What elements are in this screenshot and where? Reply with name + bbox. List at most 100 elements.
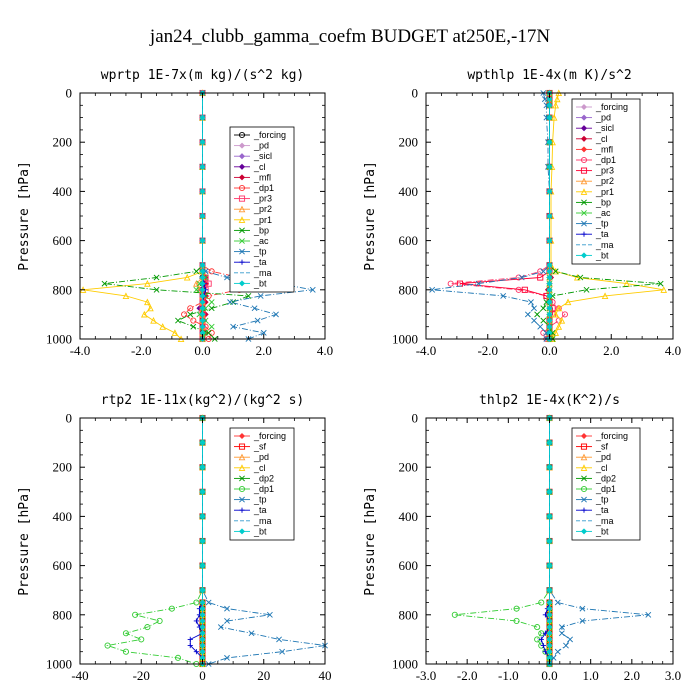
y-tick-label: 1000 [392,657,418,672]
x-tick-label: -4.0 [416,343,437,358]
x-tick-label: -40 [71,668,88,683]
data-point [546,323,553,330]
data-point [538,636,544,642]
data-point [156,617,163,625]
data-point [543,329,550,336]
legend-marker-pr1 [238,216,246,223]
data-point [546,636,553,643]
data-point [531,305,537,312]
data-point [555,304,563,312]
data-point [429,286,436,293]
data-point [153,286,160,293]
data-point [537,323,544,330]
data-point [205,599,212,606]
y-tick-label: 1000 [46,657,72,672]
legend-marker-pd [238,142,246,149]
legend-entry: _pr1 [253,215,272,225]
legend-entry: _dp1 [595,155,616,165]
x-tick-label: 4.0 [665,343,681,358]
data-point [199,292,206,299]
x-tick-label: -2.0 [131,343,152,358]
legend-entry: _dp2 [253,473,274,483]
y-axis-label: Pressure [hPa] [17,161,32,271]
data-point [546,212,553,220]
y-tick-label: 200 [53,460,73,475]
legend-entry: _ta [253,505,267,515]
legend-entry: _sf [253,442,267,452]
data-point [447,280,454,287]
data-point [227,299,233,306]
data-point [199,513,206,520]
data-point [122,292,130,299]
data-point [552,267,560,275]
data-point [553,95,561,103]
legend-marker-pd [580,114,588,121]
data-point [558,624,565,631]
data-point [546,274,553,281]
data-point [660,286,668,293]
series-line-pr3 [459,93,554,339]
legend-entry: _bp [595,197,611,207]
legend-marker-ta [581,231,587,237]
data-point [199,611,206,618]
data-point [187,642,193,649]
data-point [208,299,215,306]
figure-title: jan24_clubb_gamma_coefm BUDGET at250E,-1… [149,26,550,47]
data-point [518,274,525,281]
data-point [245,293,252,299]
data-point [540,305,547,312]
data-point [561,311,568,318]
data-point [577,274,584,281]
data-point [199,636,206,643]
x-tick-label: 2.0 [256,343,272,358]
data-point [546,562,553,569]
data-point [251,305,258,312]
data-point [645,611,652,618]
data-point [546,464,553,471]
x-tick-label: 20 [257,668,270,683]
data-point [552,329,560,336]
x-tick-label: 40 [319,668,332,683]
legend-entry: _forcing [253,431,286,441]
data-point [546,102,553,109]
data-point [579,618,586,624]
data-point [513,617,520,625]
data-point [543,102,550,109]
legend-entry: _bt [595,526,609,536]
data-point [546,237,553,244]
legend-entry: _cl [253,463,266,473]
y-tick-label: 600 [399,558,419,573]
data-point [193,618,199,624]
legend-marker-dp1 [238,184,246,192]
data-point [524,311,531,318]
legend-marker-sf [580,443,588,450]
data-point [546,286,553,293]
data-point [199,488,206,495]
legend-entry: _pr3 [253,194,272,204]
legend-entry: _forcing [253,130,286,140]
data-point [199,305,206,312]
data-point [546,311,553,318]
legend-marker-tp [239,248,245,255]
data-point [168,605,175,612]
data-point [513,605,520,612]
data-point [546,587,553,594]
legend-marker-forcing [580,432,588,440]
y-axis: 0 200 400 600 800 1000 [46,411,325,672]
data-point [567,636,574,643]
legend-entry: _sf [595,442,609,452]
data-point [254,317,261,324]
legend-marker-pr2 [580,177,588,185]
data-point [199,630,206,637]
data-point [150,316,157,324]
data-point [193,286,200,293]
data-point [193,649,199,655]
series-markers-dp1 [104,414,206,668]
data-point [122,648,129,655]
y-tick-label: 400 [53,509,73,524]
data-point [230,323,237,330]
y-tick-label: 400 [399,509,419,524]
legend-entry: _cl [595,134,608,144]
legend-entry: _pd [253,141,269,151]
